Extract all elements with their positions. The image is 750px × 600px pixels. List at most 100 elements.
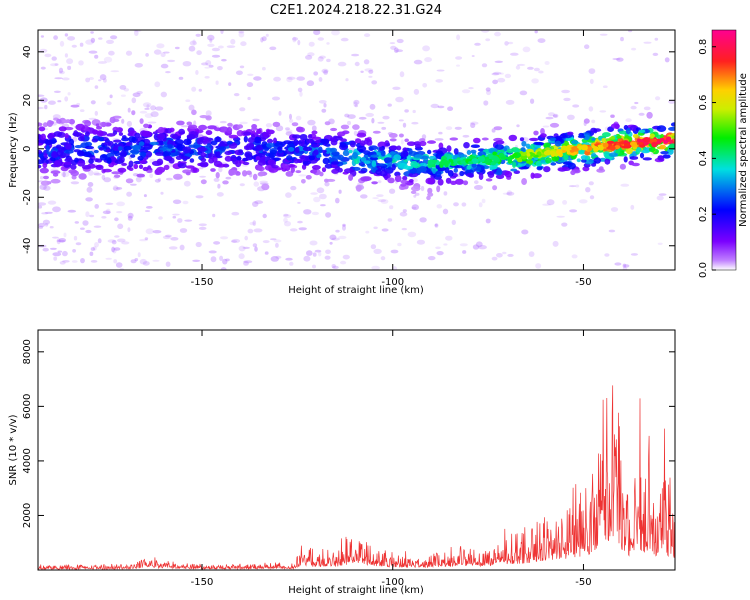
ridge-blob — [543, 150, 552, 156]
noise-blob — [114, 235, 120, 238]
spectral-blob — [400, 183, 407, 187]
spectrogram-panel: -150 -100 -50 -40 -20 0 20 40 Height of straigh… — [8, 29, 676, 296]
spectral-blob — [495, 174, 505, 180]
spectral-blob — [196, 146, 207, 152]
noise-blob — [101, 216, 107, 219]
noise-blob — [149, 173, 154, 179]
spectral-blob — [122, 135, 127, 139]
noise-blob — [155, 106, 164, 111]
noise-blob — [70, 181, 80, 185]
noise-blob — [67, 92, 71, 96]
noise-blob — [342, 223, 346, 227]
noise-blob — [143, 194, 147, 198]
noise-blob — [494, 60, 503, 63]
ridge-blob — [630, 141, 637, 147]
noise-blob — [533, 67, 540, 72]
noise-blob — [54, 63, 59, 66]
noise-blob — [283, 213, 289, 217]
spectral-blob — [238, 149, 244, 154]
noise-blob — [93, 173, 102, 176]
spectral-blob — [106, 157, 112, 164]
spectral-blob — [96, 126, 102, 130]
noise-blob — [608, 229, 616, 233]
noise-blob — [459, 243, 468, 247]
noise-blob — [163, 51, 170, 54]
noise-blob — [461, 89, 471, 94]
noise-blob — [132, 92, 141, 98]
noise-blob — [404, 109, 409, 113]
spectral-blob — [619, 163, 627, 170]
spectral-blob — [324, 178, 329, 183]
spectral-blob — [207, 125, 217, 130]
noise-blob — [483, 100, 489, 106]
noise-blob — [323, 103, 327, 108]
noise-blob — [491, 256, 498, 261]
snr-panel: -150 -100 -50 2000 4000 6000 8000 Height of st… — [8, 329, 676, 596]
ridge-blob — [521, 152, 527, 157]
noise-blob — [553, 114, 558, 118]
noise-blob — [602, 85, 608, 88]
ridge-blob — [651, 141, 658, 148]
noise-blob — [179, 244, 185, 251]
noise-blob — [98, 79, 102, 82]
spectral-blob — [142, 166, 149, 172]
spectral-blob — [157, 126, 165, 134]
noise-blob — [456, 34, 461, 41]
spectral-blob — [354, 158, 360, 165]
spectral-blob — [38, 126, 46, 132]
spectral-blob — [670, 122, 675, 127]
spectral-blob — [598, 166, 604, 171]
spectral-blob — [494, 144, 504, 150]
noise-blob — [215, 80, 219, 85]
spectral-blob — [305, 175, 312, 180]
noise-blob — [289, 113, 292, 120]
noise-blob — [88, 77, 94, 80]
noise-blob — [213, 177, 220, 182]
spectral-blob — [557, 167, 567, 172]
spectral-blob — [78, 136, 85, 142]
spectral-blob — [283, 140, 292, 145]
spectral-blob — [91, 138, 99, 143]
noise-blob — [213, 241, 221, 245]
x-tick-label: -50 — [575, 277, 591, 288]
spectral-blob — [583, 134, 590, 141]
spectral-blob — [226, 140, 233, 145]
noise-blob — [51, 56, 57, 61]
noise-blob — [589, 195, 595, 200]
noise-blob — [195, 33, 201, 37]
noise-blob — [318, 251, 322, 257]
spectral-blob — [243, 131, 252, 136]
spectral-blob — [311, 144, 318, 148]
spectral-blob — [582, 166, 590, 172]
noise-blob — [364, 33, 371, 38]
noise-blob — [252, 201, 259, 208]
noise-blob — [56, 239, 66, 243]
spectral-blob — [554, 140, 562, 147]
noise-blob — [110, 70, 120, 73]
spectral-blob — [427, 140, 436, 144]
spectral-blob — [257, 172, 265, 177]
noise-blob — [510, 52, 519, 56]
spectral-blob — [535, 160, 542, 168]
noise-blob — [98, 37, 103, 40]
ridge-blob — [561, 149, 567, 153]
spectral-blob — [251, 133, 256, 141]
spectral-blob — [98, 146, 105, 151]
noise-blob — [478, 245, 487, 250]
noise-blob — [228, 82, 232, 86]
spectral-blob — [591, 153, 597, 157]
noise-blob — [41, 212, 49, 215]
noise-blob — [162, 235, 171, 240]
noise-blob — [324, 255, 331, 260]
noise-blob — [196, 50, 202, 56]
spectral-blob — [311, 136, 322, 140]
noise-blob — [105, 208, 111, 214]
noise-blob — [220, 267, 227, 270]
noise-blob — [436, 251, 444, 256]
noise-blob — [209, 38, 213, 43]
noise-blob — [521, 229, 529, 235]
spectral-blob — [39, 167, 49, 174]
noise-blob — [527, 66, 534, 70]
spectral-blob — [117, 167, 127, 173]
noise-blob — [56, 238, 61, 245]
